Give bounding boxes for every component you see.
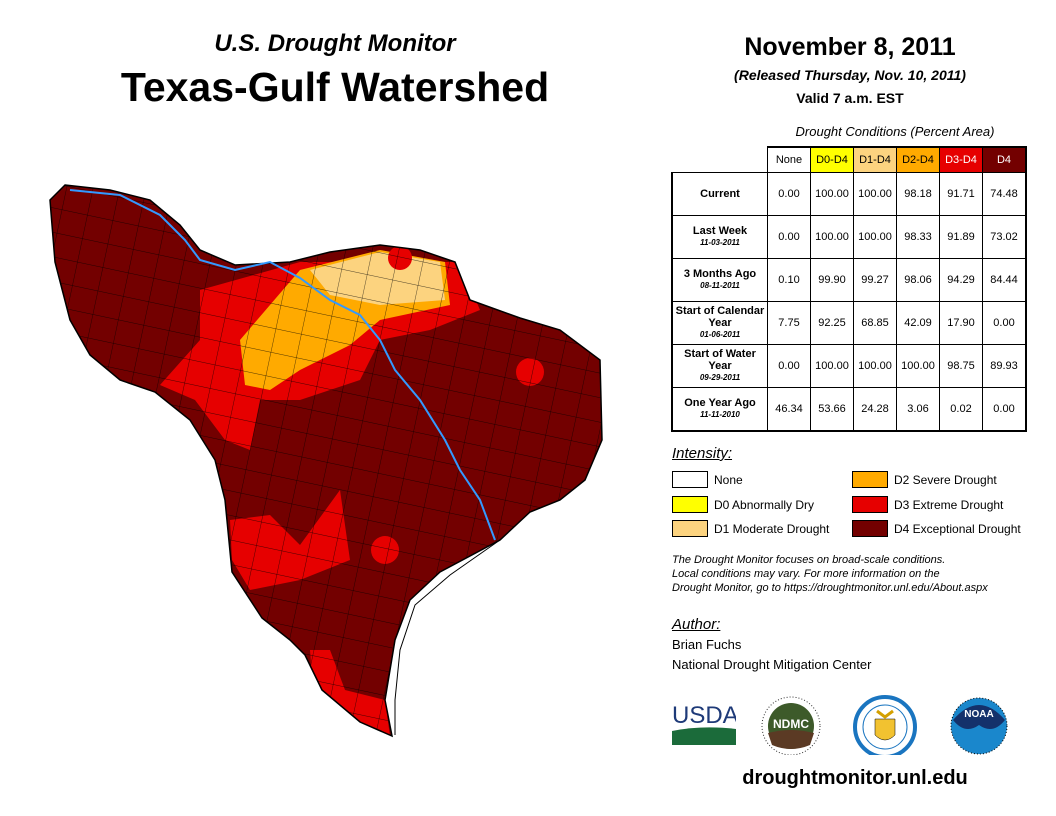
noaa-logo: NOAA <box>950 697 1008 755</box>
table-row: 3 Months Ago 08-11-2011 0.10 99.90 99.27 98.0… <box>671 258 1027 302</box>
col-d1-d4: D1-D4 <box>853 146 897 173</box>
legend-item-d0: D0 Abnormally Dry <box>672 496 814 513</box>
table-cell: 0.00 <box>767 344 811 388</box>
table-cell: 89.93 <box>982 344 1027 388</box>
table-cell: 68.85 <box>853 301 897 345</box>
valid-time: Valid 7 a.m. EST <box>796 90 904 106</box>
website-url[interactable]: droughtmonitor.unl.edu <box>742 767 968 789</box>
table-cell: 46.34 <box>767 387 811 432</box>
table-cell: 98.33 <box>896 215 940 259</box>
table-caption: Drought Conditions (Percent Area) <box>795 124 995 139</box>
table-cell: 98.75 <box>939 344 983 388</box>
legend-item-d2: D2 Severe Drought <box>852 471 997 488</box>
gulf-coast <box>394 539 501 735</box>
table-cell: 42.09 <box>896 301 940 345</box>
table-cell: 100.00 <box>853 344 897 388</box>
col-d3-d4: D3-D4 <box>939 146 983 173</box>
table-row: Start of Calendar Year 01-06-2011 7.75 92.2… <box>671 301 1027 345</box>
svg-text:NDMC: NDMC <box>773 717 809 731</box>
table-cell: 99.27 <box>853 258 897 302</box>
legend-item-d4: D4 Exceptional Drought <box>852 520 1021 537</box>
col-d0-d4: D0-D4 <box>810 146 854 173</box>
table-cell: 100.00 <box>853 215 897 259</box>
commerce-seal-logo <box>853 695 917 755</box>
row-label: One Year Ago 11-11-2010 <box>671 387 768 432</box>
table-row: Start of Water Year 09-29-2011 0.00 100.00 1… <box>671 344 1027 388</box>
table-cell: 0.00 <box>982 387 1027 432</box>
table-cell: 0.00 <box>982 301 1027 345</box>
release-date: (Released Thursday, Nov. 10, 2011) <box>734 67 966 83</box>
author-name: Brian Fuchs <box>672 637 742 652</box>
table-cell: 98.18 <box>896 172 940 216</box>
table-cell: 100.00 <box>896 344 940 388</box>
river <box>69 189 496 541</box>
usda-logo: USDA <box>672 702 736 745</box>
legend-item-none: None <box>672 471 743 488</box>
table-cell: 100.00 <box>853 172 897 216</box>
map-date: November 8, 2011 <box>744 33 956 61</box>
legend-item-d3: D3 Extreme Drought <box>852 496 1003 513</box>
table-cell: 100.00 <box>810 172 854 216</box>
row-label: 3 Months Ago 08-11-2011 <box>671 258 768 302</box>
table-cell: 100.00 <box>810 215 854 259</box>
table-cell: 92.25 <box>810 301 854 345</box>
ndmc-logo: NDMC <box>761 696 821 755</box>
svg-text:NOAA: NOAA <box>964 709 993 720</box>
table-cell: 84.44 <box>982 258 1027 302</box>
row-label: Start of Water Year 09-29-2011 <box>671 344 768 388</box>
table-cell: 3.06 <box>896 387 940 432</box>
table-cell: 53.66 <box>810 387 854 432</box>
disclaimer-note: The Drought Monitor focuses on broad-sca… <box>672 554 988 594</box>
svg-text:USDA: USDA <box>672 702 736 729</box>
table-cell: 0.02 <box>939 387 983 432</box>
map-title: Texas-Gulf Watershed <box>120 64 550 110</box>
table-cell: 100.00 <box>810 344 854 388</box>
table-cell: 0.10 <box>767 258 811 302</box>
drought-conditions-table: None D0-D4 D1-D4 D2-D4 D3-D4 D4 Current 0… <box>671 146 1027 432</box>
table-cell: 99.90 <box>810 258 854 302</box>
table-cell: 91.89 <box>939 215 983 259</box>
legend-title: Intensity: <box>672 445 733 462</box>
table-cell: 0.00 <box>767 172 811 216</box>
map-subtitle: U.S. Drought Monitor <box>214 30 456 57</box>
table-cell: 74.48 <box>982 172 1027 216</box>
table-row: One Year Ago 11-11-2010 46.34 53.66 24.28 3.0… <box>671 387 1027 432</box>
author-heading: Author: <box>672 616 721 633</box>
author-org: National Drought Mitigation Center <box>672 657 872 672</box>
table-row: Last Week 11-03-2011 0.00 100.00 100.00 98.33… <box>671 215 1027 259</box>
table-cell: 0.00 <box>767 215 811 259</box>
table-cell: 98.06 <box>896 258 940 302</box>
row-label: Last Week 11-03-2011 <box>671 215 768 259</box>
row-label: Start of Calendar Year 01-06-2011 <box>671 301 768 345</box>
col-d4: D4 <box>982 146 1027 173</box>
drought-areas <box>50 185 602 736</box>
table-row: Current 0.00 100.00 100.00 98.18 91.71 74.48 <box>671 172 1027 216</box>
table-cell: 17.90 <box>939 301 983 345</box>
drought-map <box>49 184 603 737</box>
col-none: None <box>767 146 811 173</box>
table-cell: 7.75 <box>767 301 811 345</box>
table-cell: 24.28 <box>853 387 897 432</box>
table-cell: 91.71 <box>939 172 983 216</box>
table-cell: 94.29 <box>939 258 983 302</box>
col-d2-d4: D2-D4 <box>896 146 940 173</box>
row-label: Current <box>671 172 768 216</box>
table-cell: 73.02 <box>982 215 1027 259</box>
legend-item-d1: D1 Moderate Drought <box>672 520 829 537</box>
